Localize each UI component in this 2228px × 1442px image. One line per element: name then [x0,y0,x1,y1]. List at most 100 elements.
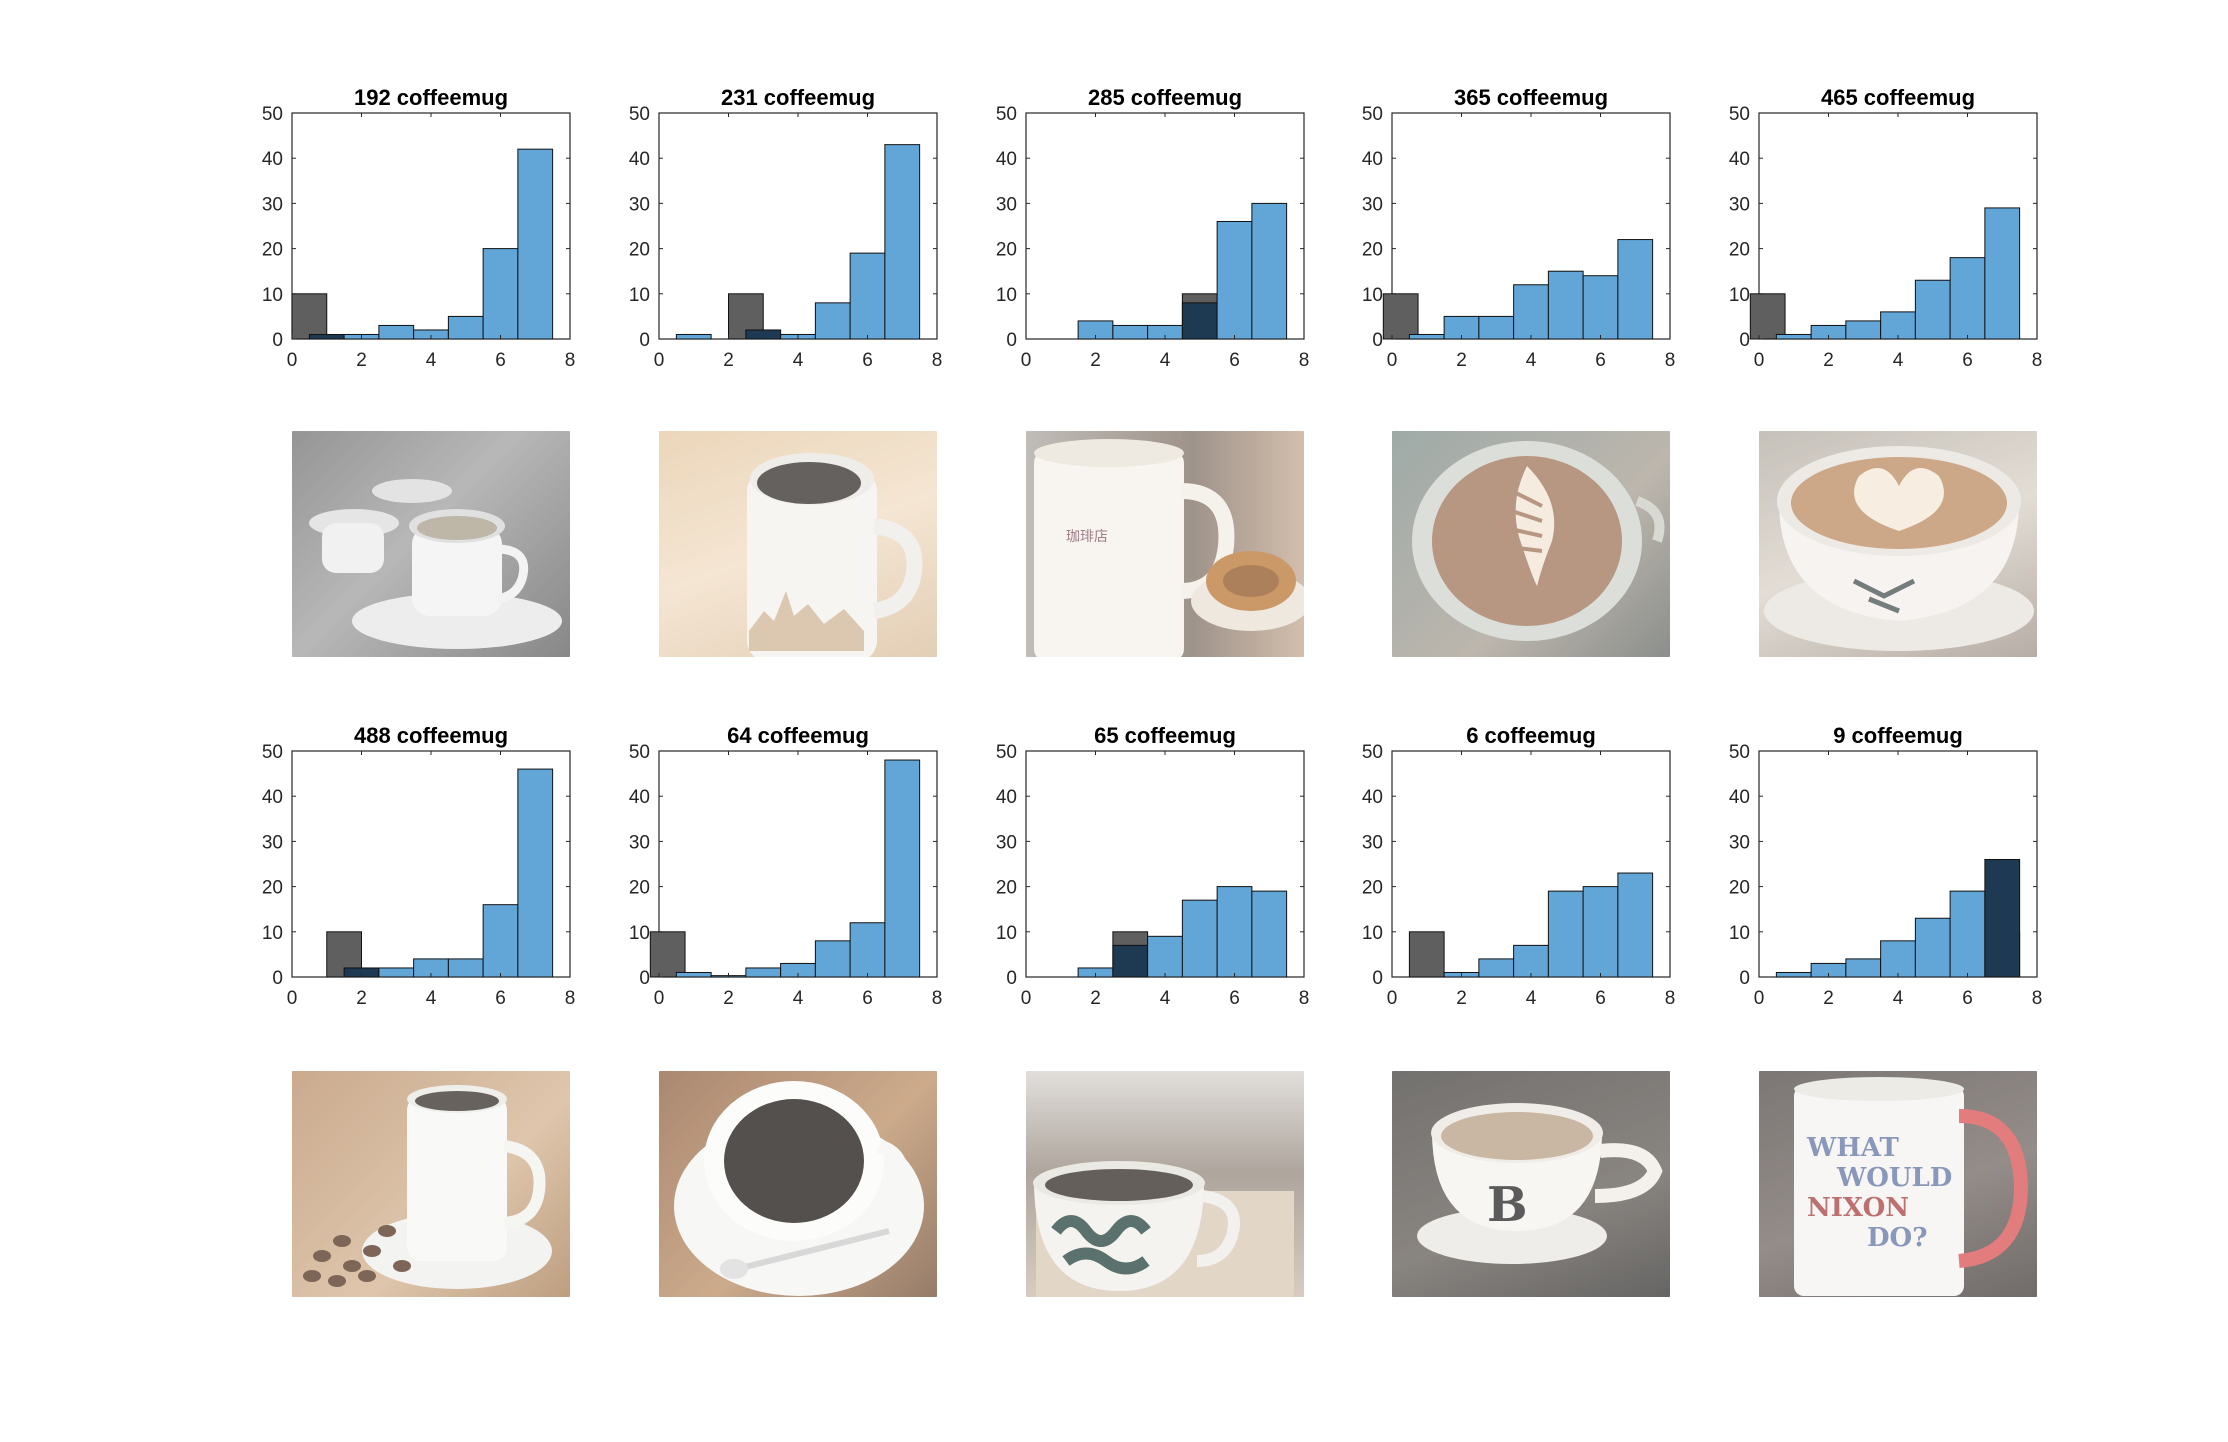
mug-text-line-1: WHAT [1806,1133,1900,1163]
x-tick-label: 8 [1665,350,1676,371]
histogram-bar [1984,207,2021,340]
y-tick-label: 10 [1362,285,1383,306]
y-tick-label: 40 [262,149,283,170]
y-tick-label: 0 [639,330,650,351]
chart-title: 192 coffeemug [354,85,508,110]
mug-text-line-3: NIXON [1807,1193,1909,1223]
histogram-bar [814,302,851,340]
chart-panel: 0 2 4 6 8 0 10 20 30 40 50 9 coffeemug [1729,723,2042,1009]
y-tick-label: 50 [1729,742,1750,763]
y-tick-label: 40 [1729,787,1750,808]
histogram-bar [1880,940,1916,978]
y-tick-label: 30 [996,832,1017,853]
chart-title: 231 coffeemug [721,85,875,110]
y-tick-label: 10 [996,285,1017,306]
x-tick-label: 2 [356,350,367,371]
histogram-bar [1949,890,1986,978]
x-tick-label: 8 [2032,350,2043,371]
y-tick-label: 50 [629,742,650,763]
x-tick-label: 0 [1387,988,1398,1009]
histogram-bar [1984,858,2021,978]
histogram-bar [1251,890,1288,978]
y-tick-label: 30 [996,194,1017,215]
histogram-bar [517,148,554,340]
x-tick-label: 8 [565,988,576,1009]
y-tick-label: 20 [1729,878,1750,899]
x-tick-label: 2 [723,350,734,371]
photo-231-coffeemug [659,431,937,657]
y-tick-label: 20 [996,240,1017,261]
x-tick-label: 0 [1754,988,1765,1009]
y-tick-label: 10 [1729,285,1750,306]
histogram-bar [1914,917,1951,978]
y-tick-label: 40 [996,787,1017,808]
x-tick-label: 4 [1160,350,1171,371]
y-tick-label: 0 [1372,330,1383,351]
y-tick-label: 10 [1729,923,1750,944]
x-tick-label: 4 [793,988,804,1009]
y-tick-label: 20 [262,878,283,899]
histogram-bar [745,329,782,340]
histogram-bar [1251,202,1288,340]
x-tick-label: 4 [426,988,437,1009]
mug-text-line-4: DO? [1867,1223,1927,1253]
histogram-bar [1617,239,1654,340]
histogram-bar [1478,958,1515,978]
histogram-bar [1112,944,1149,978]
y-tick-label: 10 [629,923,650,944]
histogram-bar [378,967,415,978]
histogram-bar [482,248,519,340]
x-tick-label: 0 [1021,350,1032,371]
mug-text-line-2: WOULD [1836,1163,1952,1193]
histogram-bar [517,768,554,978]
histogram-bar [378,324,415,340]
x-tick-label: 2 [1090,350,1101,371]
chart-panel: 0 2 4 6 8 0 10 20 30 40 50 64 coffeemug [629,723,942,1009]
histogram-bar [675,333,712,340]
x-tick-label: 4 [1893,350,1904,371]
x-tick-label: 2 [1823,988,1834,1009]
reference-bar [291,293,328,340]
photo-465-coffeemug [1759,431,2037,657]
y-tick-label: 0 [1739,330,1750,351]
y-tick-label: 40 [262,787,283,808]
histogram-bar [814,940,851,978]
y-tick-label: 50 [262,742,283,763]
x-tick-label: 6 [495,350,506,371]
histogram-bar [849,922,886,978]
x-tick-label: 8 [932,988,943,1009]
y-tick-label: 0 [1739,968,1750,989]
photo-285-coffeemug: 珈琲店 [1026,431,1304,657]
x-tick-label: 6 [1229,988,1240,1009]
histogram-bar [1582,275,1619,340]
x-tick-label: 6 [862,350,873,371]
y-tick-label: 50 [996,104,1017,125]
y-tick-label: 10 [262,285,283,306]
x-tick-label: 8 [1299,988,1310,1009]
x-tick-label: 0 [654,350,665,371]
y-tick-label: 30 [629,194,650,215]
y-tick-label: 40 [996,149,1017,170]
histogram-bar [1547,270,1584,340]
reference-bar [1382,293,1419,340]
reference-bar [1749,293,1786,340]
histogram-bar [1216,220,1253,340]
histogram-bar [849,252,886,340]
y-tick-label: 20 [1362,878,1383,899]
histogram-bar [1513,944,1549,978]
y-tick-label: 0 [1372,968,1383,989]
x-tick-label: 6 [1962,350,1973,371]
y-tick-label: 0 [1006,968,1017,989]
y-tick-label: 30 [262,194,283,215]
chart-panel: 0 2 4 6 8 0 10 20 30 40 50 285 coffeemug [996,85,1309,371]
histogram-bar [1775,333,1812,340]
y-tick-label: 50 [629,104,650,125]
reference-bar [1408,931,1445,978]
histogram-bar [1775,971,1812,978]
y-tick-label: 40 [629,149,650,170]
x-tick-label: 4 [1526,988,1537,1009]
photo-365-coffeemug [1392,431,1670,657]
x-tick-label: 4 [1526,350,1537,371]
y-tick-label: 10 [629,285,650,306]
